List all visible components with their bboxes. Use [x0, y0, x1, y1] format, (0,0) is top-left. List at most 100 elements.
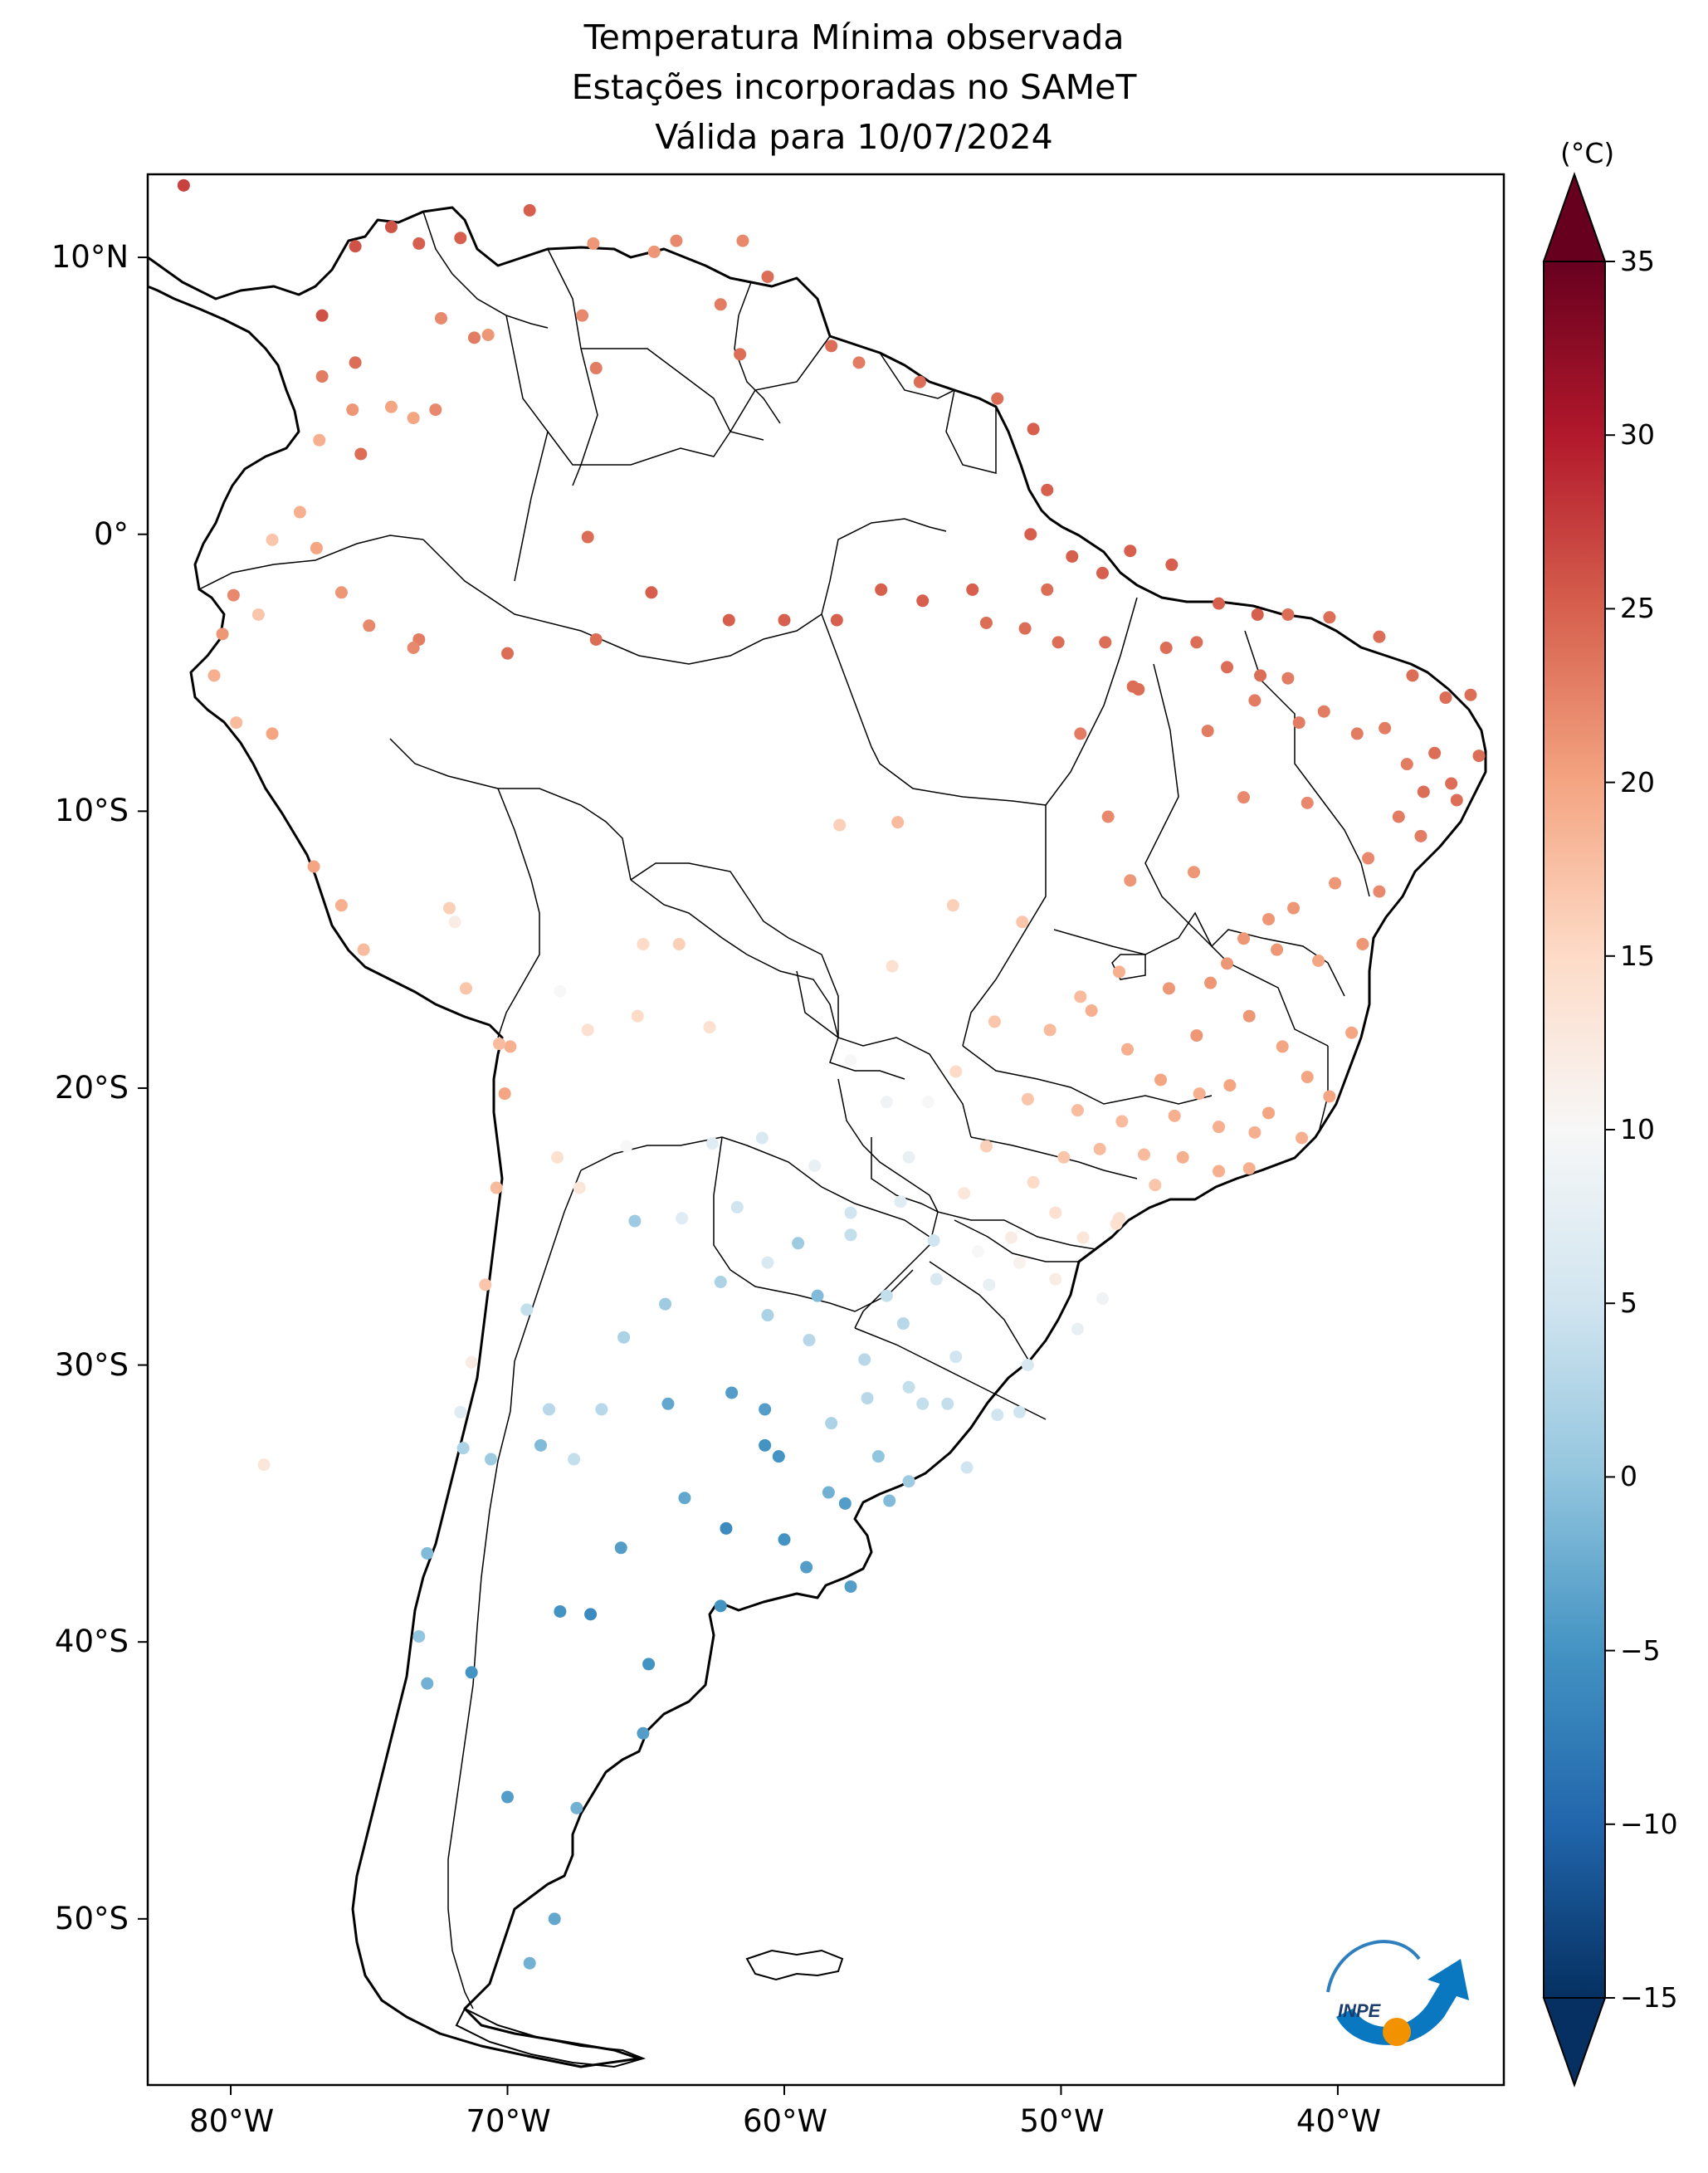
- station-point: [1287, 901, 1301, 915]
- station-point: [1373, 885, 1386, 898]
- station-point: [363, 619, 376, 632]
- colorbar-tick-label: 0: [1620, 1460, 1637, 1493]
- station-point: [1110, 1217, 1123, 1230]
- station-point: [1071, 1322, 1084, 1336]
- station-point: [551, 1150, 564, 1164]
- station-point: [883, 1494, 896, 1507]
- station-point: [1242, 1162, 1256, 1175]
- station-point: [722, 613, 735, 627]
- station-point: [177, 178, 190, 192]
- station-point: [543, 1403, 556, 1416]
- station-point: [631, 1009, 644, 1023]
- station-point: [1296, 1131, 1309, 1145]
- station-point: [966, 583, 979, 596]
- station-point: [1248, 1126, 1261, 1139]
- station-point: [501, 647, 515, 660]
- station-point: [1292, 716, 1305, 730]
- station-point: [979, 616, 993, 629]
- colorbar-tick-label: 5: [1620, 1287, 1637, 1320]
- station-point: [1096, 1292, 1109, 1306]
- map-frame: [146, 173, 1505, 2087]
- station-point: [459, 982, 472, 995]
- station-point: [349, 240, 362, 253]
- station-point: [523, 203, 536, 217]
- station-point: [896, 1317, 910, 1331]
- station-point: [916, 594, 930, 608]
- station-point: [1237, 932, 1251, 945]
- station-point: [891, 816, 905, 829]
- station-point: [736, 234, 749, 247]
- colorbar-top-extend: [1542, 171, 1607, 262]
- station-point: [589, 362, 603, 375]
- station-point: [946, 899, 959, 912]
- station-point: [642, 1658, 656, 1671]
- station-point: [678, 1492, 691, 1505]
- station-point: [1450, 794, 1463, 807]
- station-point: [725, 1386, 739, 1399]
- station-point: [1004, 1231, 1017, 1244]
- station-point: [1016, 916, 1029, 929]
- station-point: [412, 237, 426, 250]
- station-point: [421, 1546, 434, 1560]
- station-point: [266, 727, 279, 740]
- station-point: [844, 1580, 857, 1593]
- station-point: [1074, 727, 1087, 740]
- station-point: [1379, 721, 1392, 735]
- station-point: [1392, 810, 1405, 823]
- station-point: [672, 937, 686, 950]
- station-point: [227, 588, 240, 602]
- station-points: [177, 178, 1486, 1970]
- station-point: [1041, 583, 1054, 596]
- station-point: [949, 1065, 963, 1078]
- station-point: [251, 608, 265, 621]
- station-point: [1057, 1150, 1071, 1164]
- station-point: [979, 1140, 993, 1153]
- colorbar-tick-label: −5: [1620, 1633, 1661, 1667]
- station-point: [875, 583, 888, 596]
- station-point: [1271, 943, 1284, 956]
- station-point: [1159, 641, 1173, 654]
- station-point: [902, 1150, 915, 1164]
- y-tick-label: 20°S: [54, 1069, 129, 1106]
- station-point: [761, 270, 774, 283]
- station-point: [1350, 727, 1364, 740]
- station-point: [1221, 957, 1234, 970]
- colorbar-body: [1543, 261, 1606, 1999]
- inpe-logo-text: INPE: [1338, 2000, 1382, 2021]
- station-point: [293, 505, 306, 519]
- station-point: [504, 1040, 517, 1053]
- country-borders: [198, 211, 1370, 2009]
- station-point: [520, 1303, 534, 1316]
- station-point: [614, 1541, 627, 1555]
- station-point: [772, 1450, 785, 1463]
- station-point: [1262, 1106, 1276, 1120]
- station-point: [1137, 1148, 1150, 1161]
- station-point: [1362, 852, 1375, 865]
- station-point: [412, 1630, 426, 1643]
- station-point: [1052, 636, 1065, 649]
- title-line-2: Estações incorporadas no SAMeT: [571, 67, 1137, 107]
- station-point: [589, 632, 603, 646]
- y-tick-label: 40°S: [54, 1624, 129, 1660]
- axis-ticks: [138, 256, 1339, 2095]
- station-point: [1190, 1029, 1203, 1043]
- station-point: [266, 533, 279, 546]
- station-point: [913, 375, 926, 388]
- station-point: [971, 1245, 984, 1258]
- station-point: [1464, 688, 1477, 701]
- station-point: [637, 1726, 650, 1740]
- station-point: [1439, 691, 1452, 705]
- station-point: [983, 1278, 996, 1292]
- station-point: [581, 530, 594, 544]
- station-point: [852, 356, 866, 369]
- station-point: [861, 1392, 874, 1405]
- station-point: [991, 392, 1004, 405]
- station-point: [1176, 1150, 1189, 1164]
- station-point: [1417, 785, 1430, 798]
- station-point: [1049, 1272, 1062, 1286]
- station-point: [581, 1023, 594, 1037]
- station-point: [703, 1021, 716, 1034]
- station-point: [800, 1560, 813, 1574]
- station-point: [465, 1666, 478, 1679]
- station-point: [1428, 746, 1442, 759]
